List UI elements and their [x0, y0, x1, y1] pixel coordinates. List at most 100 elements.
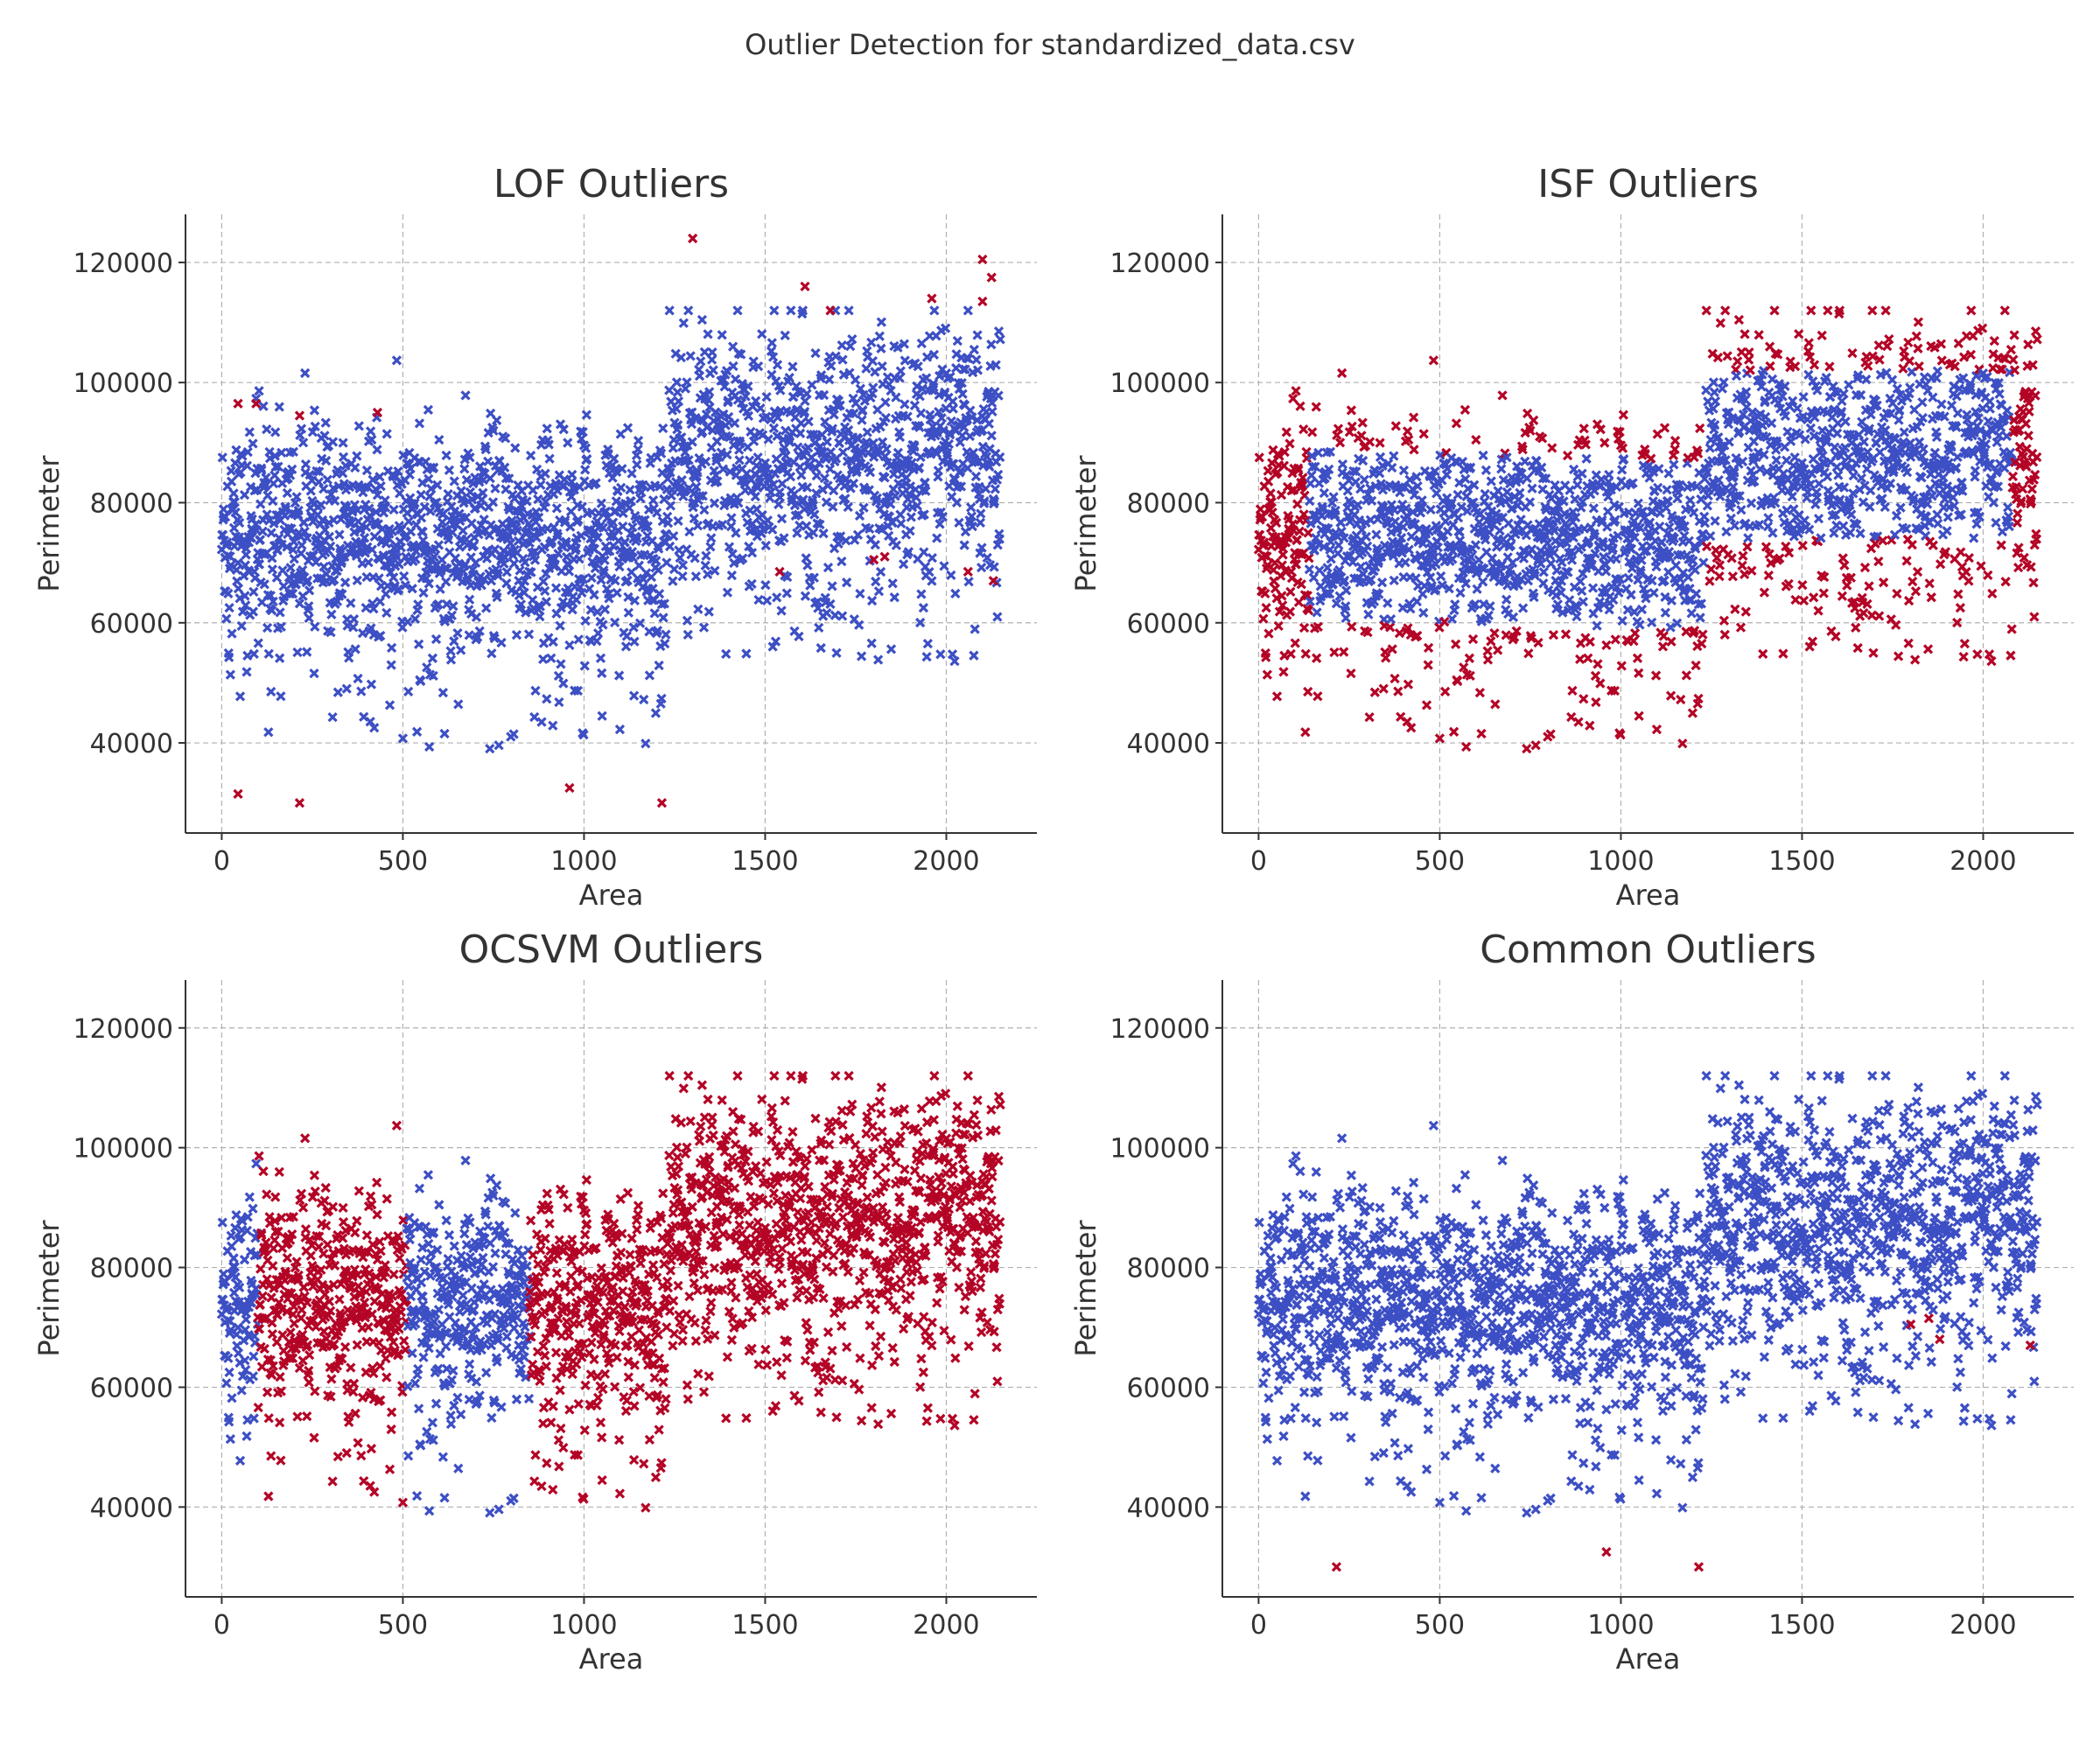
- data-point: [369, 723, 380, 733]
- points-group: [216, 1070, 1005, 1518]
- data-point: [368, 474, 378, 485]
- data-point: [777, 479, 788, 489]
- data-point: [302, 575, 313, 585]
- data-point: [1527, 483, 1537, 494]
- data-point: [352, 1340, 362, 1350]
- data-point: [900, 355, 910, 366]
- data-point: [233, 1322, 243, 1333]
- data-point: [644, 670, 655, 681]
- data-point: [776, 514, 788, 524]
- data-point: [555, 620, 565, 631]
- data-point: [1991, 517, 2001, 528]
- data-point: [794, 428, 806, 438]
- data-point: [1601, 640, 1612, 651]
- data-point: [395, 1253, 405, 1264]
- data-point: [287, 588, 298, 599]
- data-point: [1337, 458, 1348, 470]
- data-point: [270, 451, 280, 461]
- data-point: [424, 578, 434, 589]
- data-point: [348, 1378, 360, 1389]
- data-point: [933, 466, 944, 476]
- data-point: [1545, 729, 1556, 739]
- data-point: [1758, 648, 1768, 659]
- data-point: [861, 363, 872, 374]
- data-point: [1846, 509, 1857, 520]
- data-point: [1478, 450, 1488, 461]
- data-point: [1903, 638, 1914, 648]
- data-point: [1838, 388, 1849, 399]
- data-point: [1629, 628, 1641, 639]
- data-point: [332, 465, 343, 476]
- data-point: [1763, 570, 1774, 581]
- data-point: [226, 466, 236, 476]
- data-point: [1590, 670, 1601, 681]
- data-point: [481, 603, 492, 613]
- data-point: [597, 668, 607, 678]
- data-point: [1408, 412, 1419, 423]
- data-point: [1616, 661, 1627, 671]
- data-point: [1731, 371, 1742, 382]
- data-point: [658, 423, 668, 434]
- data-point: [1913, 317, 1924, 327]
- data-point: [386, 660, 396, 670]
- data-point: [694, 371, 705, 382]
- data-point: [483, 456, 494, 466]
- data-point: [381, 589, 391, 599]
- data-point: [276, 447, 287, 458]
- data-point: [1421, 700, 1432, 710]
- data-point: [1578, 424, 1589, 434]
- data-point: [898, 559, 909, 570]
- data-point: [654, 589, 665, 599]
- data-point: [876, 343, 886, 354]
- data-point: [263, 648, 274, 659]
- data-point: [699, 505, 710, 515]
- data-point: [2020, 418, 2031, 429]
- data-point: [1838, 521, 1849, 531]
- data-point: [1926, 592, 1936, 603]
- data-point: [1858, 437, 1869, 447]
- data-point: [649, 608, 660, 619]
- data-point: [227, 1393, 237, 1404]
- data-point: [919, 547, 929, 557]
- data-point: [769, 305, 780, 316]
- data-point: [1303, 528, 1313, 538]
- data-point: [1658, 631, 1669, 641]
- data-point: [254, 1151, 264, 1161]
- data-point: [854, 510, 865, 522]
- data-point: [229, 497, 240, 508]
- data-point: [1996, 540, 2006, 550]
- data-point: [434, 435, 444, 445]
- data-point: [939, 561, 949, 571]
- data-point: [225, 1434, 235, 1445]
- data-point: [382, 1194, 392, 1204]
- data-point: [1298, 622, 1310, 634]
- data-point: [640, 738, 651, 749]
- x-tick-label: 2000: [913, 846, 979, 877]
- data-point: [688, 233, 698, 244]
- data-point: [391, 1120, 402, 1131]
- data-point: [304, 585, 315, 596]
- data-point: [441, 450, 452, 461]
- data-point: [348, 613, 360, 625]
- data-point: [760, 540, 771, 551]
- data-point: [448, 601, 458, 612]
- data-point: [625, 485, 635, 495]
- data-point: [361, 465, 373, 476]
- data-point: [1394, 627, 1405, 639]
- data-point: [366, 623, 376, 634]
- data-point: [329, 495, 340, 506]
- data-point: [310, 621, 320, 632]
- data-point: [546, 653, 556, 663]
- data-point: [371, 1177, 382, 1188]
- data-point: [471, 612, 482, 623]
- data-point: [818, 528, 829, 539]
- data-point: [1375, 438, 1385, 448]
- data-point: [433, 540, 444, 550]
- data-point: [1566, 711, 1577, 723]
- data-point: [248, 648, 259, 660]
- data-point: [1742, 542, 1753, 552]
- data-point: [242, 1415, 253, 1425]
- data-point: [1451, 639, 1461, 649]
- data-point: [634, 560, 645, 570]
- data-point: [1657, 641, 1669, 652]
